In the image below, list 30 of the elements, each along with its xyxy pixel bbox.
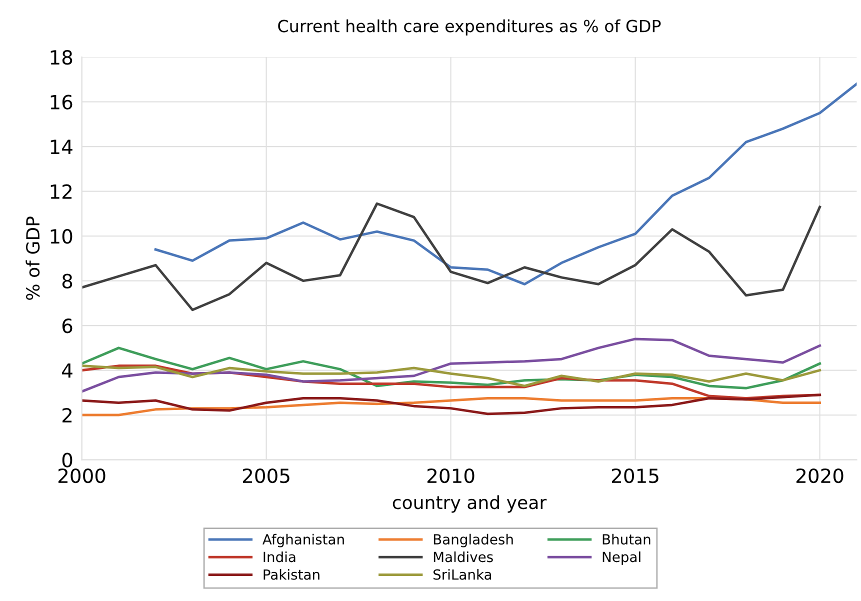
- x-tick-label: 2015: [612, 468, 658, 484]
- y-tick-label: 2: [62, 408, 72, 422]
- legend-label: Maldives: [434, 551, 493, 562]
- line-series: [82, 338, 822, 393]
- line-series: [154, 82, 857, 286]
- x-tick-label: 2020: [796, 468, 844, 484]
- y-tick-label: 0: [62, 452, 72, 468]
- y-tick-label: 18: [50, 50, 72, 65]
- y-tick-label: 16: [50, 94, 72, 110]
- x-tick-label: 2000: [58, 468, 106, 484]
- line-series: [82, 364, 822, 388]
- legend-label: India: [264, 551, 296, 562]
- y-axis-title: % of GDP: [26, 216, 40, 300]
- legend-label: Bhutan: [602, 534, 650, 545]
- y-tick-label: 8: [62, 274, 72, 288]
- legend-label: SriLanka: [433, 569, 492, 580]
- x-axis-title: country and year: [392, 495, 547, 513]
- y-tick-label: 4: [62, 363, 72, 378]
- x-tick-label: 2010: [427, 468, 474, 484]
- y-tick-label: 12: [50, 184, 72, 199]
- chart-title: Current health care expenditures as % of GDP: [278, 19, 661, 36]
- y-tick-label: 14: [50, 140, 72, 154]
- x-tick-label: 2005: [242, 468, 290, 484]
- legend-label: Pakistan: [264, 569, 320, 580]
- y-tick-label: 6: [62, 318, 72, 334]
- legend-label: Afghanistan: [262, 534, 344, 548]
- line-series: [82, 202, 822, 312]
- y-tick-label: 10: [50, 229, 72, 244]
- legend-label: Nepal: [602, 551, 640, 565]
- legend-label: Bangladesh: [434, 534, 513, 548]
